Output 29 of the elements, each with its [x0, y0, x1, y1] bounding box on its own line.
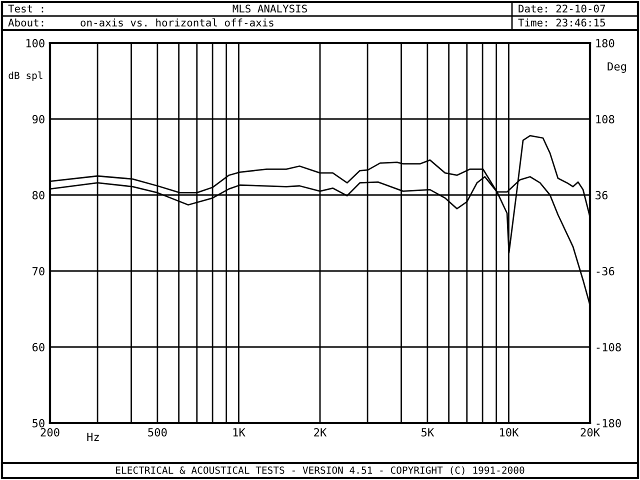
y2-tick-label: -36	[596, 267, 614, 276]
text: About:	[8, 18, 44, 27]
x-tick-label: 10K	[500, 428, 519, 437]
x-tick-label: 20K	[580, 428, 600, 437]
y-tick-label: 80	[32, 191, 44, 200]
y-tick-label: 70	[32, 267, 44, 276]
y2-axis-title: Deg	[608, 62, 626, 73]
x-axis-title: Hz	[87, 432, 99, 441]
x-tick-label: 200	[40, 428, 60, 437]
y-tick-label: 90	[32, 115, 44, 124]
y2-tick-label: 36	[596, 191, 608, 200]
x-tick-label: 1K	[233, 428, 246, 436]
y-axis-title: dB spl	[8, 72, 42, 81]
y2-tick-label: 108	[596, 115, 614, 124]
chart-title: MLS ANALYSIS	[232, 4, 307, 13]
x-tick-label: 500	[148, 428, 167, 437]
x-tick-label: 2K	[314, 428, 327, 436]
y-tick-label: 50	[32, 419, 44, 428]
text: Time: 23:46:15	[518, 18, 605, 27]
y-tick-label: 100	[26, 39, 44, 48]
y2-tick-label: 180	[596, 39, 614, 48]
y2-tick-label: -108	[596, 343, 621, 352]
text: Test :	[8, 4, 44, 13]
text: Date: 22-10-07	[518, 4, 606, 13]
y-tick-label: 60	[32, 343, 44, 352]
x-tick-label: 5K	[422, 428, 434, 437]
text: ELECTRICAL & ACOUSTICAL TESTS - VERSION 4.51 - COPYRIGHT (C) 1991-2000	[116, 466, 524, 475]
chart-subtitle: on-axis vs. horizontal off-axis	[80, 18, 274, 27]
y2-tick-label: -180	[596, 419, 621, 428]
